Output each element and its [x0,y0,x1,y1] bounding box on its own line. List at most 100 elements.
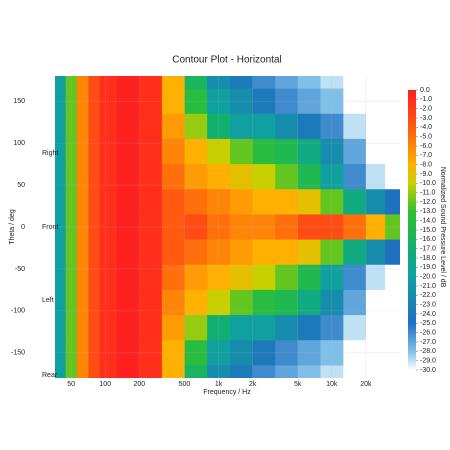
cell [55,113,67,140]
cell [343,214,367,241]
cell [320,289,344,316]
cell [365,214,386,241]
overlay: 50 100 200 500 1k 2k 5k 10k 20k -150 -100 -50 0 50 100… [11,76,400,388]
cell [99,214,118,241]
x-tick-label: 10k [326,381,338,388]
cell [99,113,118,140]
cell [184,340,208,366]
cell [320,315,344,341]
cell [65,214,78,241]
cell [207,315,231,341]
cell [65,239,78,266]
cell [252,164,276,190]
cell [99,340,118,366]
cell [161,189,186,215]
cell [139,113,163,140]
cell [76,340,89,366]
cell [207,289,231,316]
cell [297,315,321,341]
cell [252,214,276,241]
annotation: Left [42,297,54,304]
cell [65,289,78,316]
cell [76,164,89,190]
cell [55,189,67,215]
cell [55,164,67,190]
cell [65,164,78,190]
cell [343,315,367,341]
cell [252,239,276,266]
colorbar-tick-label: -10.0 [420,180,436,187]
colorbar-tick-label: -26.0 [420,330,436,337]
cell [184,189,208,215]
cell [385,315,400,341]
cell [343,365,367,378]
cell [252,365,276,378]
x-tick-label: 2k [249,381,257,388]
cell [207,88,231,115]
colorbar-tick-label: -11.0 [420,190,436,197]
cell [365,289,386,316]
cell [88,315,101,341]
cell [184,164,208,190]
cell [385,88,400,115]
cell [184,76,208,90]
cell [320,164,344,190]
cell [252,189,276,215]
cell [252,264,276,291]
cell [184,214,208,241]
cell [230,365,254,378]
cell [320,214,344,241]
cell [161,239,186,266]
cell [161,76,186,90]
cell [230,264,254,291]
cell [139,365,163,378]
colorbar-tick-label: -7.0 [420,152,432,159]
cell [76,138,89,165]
colorbar-tick-label: -15.0 [420,227,436,234]
cell [385,340,400,366]
cell [365,189,386,215]
cell [365,138,386,165]
cell [230,214,254,241]
cell [343,340,367,366]
colorbar-tick-label: -1.0 [420,96,432,103]
cell [65,88,78,115]
cell [297,189,321,215]
cell [55,76,67,90]
cell [161,214,186,241]
cell [76,315,89,341]
cell [88,189,101,215]
colorbar-tick-label: -18.0 [420,255,436,262]
cell [55,315,67,341]
cell [230,315,254,341]
cell [297,113,321,140]
cell [230,164,254,190]
cell [88,340,101,366]
cell [55,239,67,266]
cell [385,365,400,378]
cell [88,214,101,241]
cell [161,315,186,341]
cell [385,214,400,241]
cell [116,113,140,140]
colorbar-tick-label: -20.0 [420,274,436,281]
cell [99,315,118,341]
cell [297,239,321,266]
cell [88,239,101,266]
cell [343,239,367,266]
cell [343,289,367,316]
cell [116,289,140,316]
cell [99,264,118,291]
colorbar-tick-label: -25.0 [420,320,436,327]
y-tick-label: 150 [13,98,25,105]
cell [230,239,254,266]
cell [161,289,186,316]
annotation: Front [42,224,58,231]
y-tick-label: 0 [21,224,25,231]
cell [184,365,208,378]
cell [275,365,299,378]
cell [76,239,89,266]
cell [343,138,367,165]
cell [99,76,118,90]
